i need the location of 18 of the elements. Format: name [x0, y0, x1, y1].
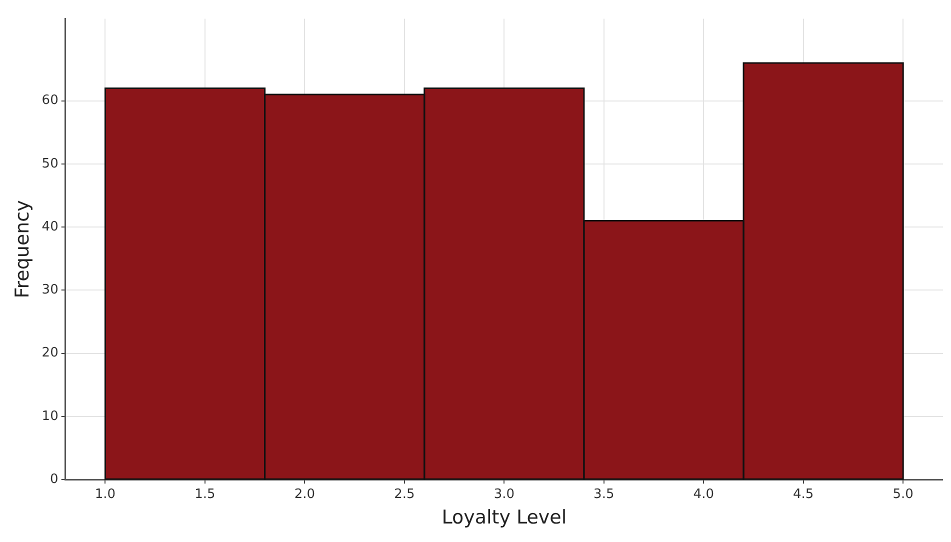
y-tick-label: 30: [42, 282, 58, 298]
y-tick-label: 10: [42, 408, 58, 424]
y-tick-label: 50: [42, 156, 58, 172]
x-tick-label: 2.5: [394, 486, 415, 502]
x-tick-label: 4.0: [693, 486, 714, 502]
y-axis-title: Frequency: [11, 200, 34, 298]
x-axis-title: Loyalty Level: [442, 506, 567, 529]
x-tick-label: 1.0: [94, 486, 116, 502]
y-tick-label: 40: [42, 219, 58, 234]
x-tick-label: 4.5: [793, 486, 814, 502]
x-tick-label: 3.5: [594, 486, 614, 502]
y-tick-label: 60: [42, 93, 58, 108]
y-tick-label: 20: [42, 346, 58, 361]
x-tick-label: 5.0: [892, 486, 914, 502]
y-tick-label: 0: [50, 472, 58, 487]
x-tick-label: 2.0: [294, 486, 316, 502]
x-tick-label: 1.5: [194, 486, 216, 502]
x-tick-label: 3.0: [494, 486, 515, 502]
